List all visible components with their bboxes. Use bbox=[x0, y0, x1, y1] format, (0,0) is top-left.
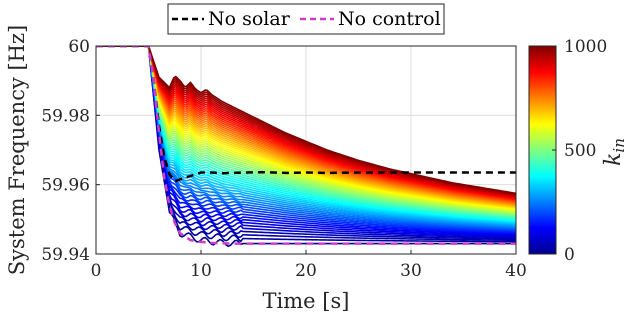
kin-curve bbox=[96, 46, 516, 199]
y-axis-label: System Frequency [Hz] bbox=[5, 25, 29, 276]
kin-curve bbox=[96, 46, 516, 196]
colorbar-tick-label: 500 bbox=[564, 141, 596, 161]
x-tick-label: 30 bbox=[400, 261, 422, 281]
kin-curve-family bbox=[96, 46, 516, 248]
x-tick-label: 20 bbox=[295, 261, 317, 281]
colorbar-label-sub: in bbox=[610, 138, 628, 152]
kin-curve bbox=[96, 46, 516, 197]
colorbar-label: kin bbox=[601, 138, 628, 166]
kin-curve bbox=[96, 46, 516, 198]
kin-curve bbox=[96, 46, 516, 201]
series-no-control bbox=[96, 46, 516, 245]
kin-curve bbox=[96, 46, 516, 197]
y-tick-label: 59.94 bbox=[41, 245, 90, 265]
colorbar-gradient bbox=[528, 45, 557, 255]
series-no-solar bbox=[96, 46, 516, 183]
colorbar-tick-label: 0 bbox=[564, 245, 575, 265]
x-tick-label: 0 bbox=[91, 261, 102, 281]
kin-curve bbox=[96, 46, 516, 199]
colorbar-tick-label: 1000 bbox=[564, 37, 607, 57]
colorbar: 0 500 1000 kin bbox=[528, 37, 628, 265]
x-axis-label: Time [s] bbox=[263, 289, 350, 313]
reference-series bbox=[96, 46, 516, 245]
legend: No solar No control bbox=[167, 3, 445, 35]
axis-ticks: 0 10 20 30 40 59.94 59.96 59.98 60 bbox=[41, 37, 526, 281]
legend-label-no-solar: No solar bbox=[208, 8, 291, 30]
kin-curve bbox=[96, 46, 516, 195]
kin-curve bbox=[96, 46, 516, 200]
colorbar-ticks: 0 500 1000 bbox=[552, 37, 607, 265]
colorbar-label-main: k bbox=[601, 153, 626, 166]
legend-label-no-control: No control bbox=[338, 8, 441, 30]
x-tick-label: 40 bbox=[505, 261, 527, 281]
y-tick-label: 59.98 bbox=[41, 106, 90, 126]
y-tick-label: 60 bbox=[68, 37, 90, 57]
y-tick-label: 59.96 bbox=[41, 176, 90, 196]
x-tick-label: 10 bbox=[190, 261, 212, 281]
kin-curve bbox=[96, 46, 516, 195]
